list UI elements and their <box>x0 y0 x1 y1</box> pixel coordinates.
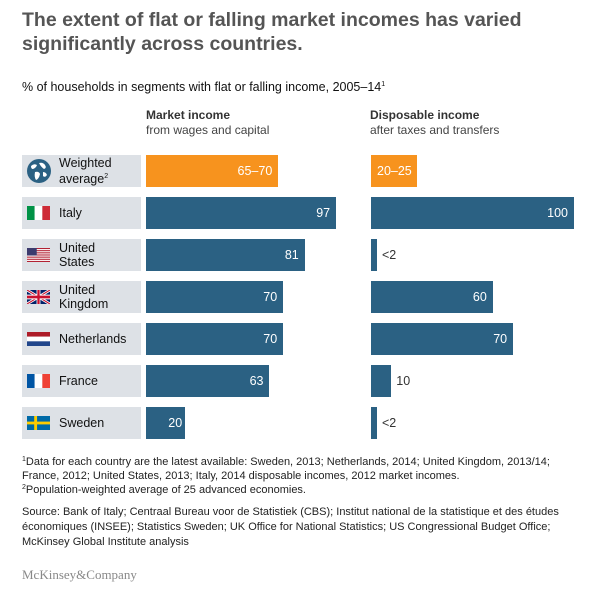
data-label: 70 <box>493 332 508 346</box>
country-name-line1: Weighted <box>59 156 112 170</box>
company-logo: McKinsey&Company <box>22 567 137 582</box>
market-income-bar: 81 <box>146 239 305 271</box>
data-label: 100 <box>547 206 568 220</box>
data-label: 97 <box>316 206 331 220</box>
chart-row: Sweden 20 <2 <box>22 407 582 439</box>
data-label: 70 <box>263 290 278 304</box>
country-label-box: Weighted average2 <box>22 155 141 187</box>
country-name-line1: France <box>59 374 98 388</box>
chart-title: The extent of flat or falling market inc… <box>22 9 522 55</box>
footnote-1: 1Data for each country are the latest av… <box>22 453 582 483</box>
country-label-box: United States <box>22 239 141 271</box>
data-label: 20–25 <box>377 164 412 178</box>
market-income-bar: 65–70 <box>146 155 279 187</box>
country-name: Sweden <box>59 407 104 439</box>
country-name-line1: Sweden <box>59 416 105 430</box>
data-label: 81 <box>284 248 299 262</box>
country-label-box: United Kingdom <box>22 281 141 313</box>
disposable-income-bar <box>371 407 377 439</box>
footnote-2: 2Population-weighted average of 25 advan… <box>22 481 582 497</box>
data-label: 65–70 <box>237 164 273 178</box>
market-income-title: Market income <box>146 108 231 122</box>
country-name: Netherlands <box>59 323 126 355</box>
market-income-bar: 97 <box>146 197 337 229</box>
chart-row: Netherlands 70 70 <box>22 323 582 355</box>
country-label-box: Italy <box>22 197 141 229</box>
disposable-income-bar: 20–25 <box>371 155 417 187</box>
market-income-subtitle: from wages and capital <box>146 123 270 137</box>
country-name: France <box>59 365 98 397</box>
disposable-income-bar <box>371 365 392 397</box>
country-label-box: Netherlands <box>22 323 141 355</box>
chart-row: France 63 10 <box>22 365 582 397</box>
source-note: Source: Bank of Italy; Centraal Bureau v… <box>22 506 559 548</box>
disposable-income-bar: 60 <box>371 281 493 313</box>
country-name-line1: United <box>59 241 96 255</box>
chart-row: Weighted average2 65–70 20–25 <box>22 155 582 187</box>
footnote-1-text: Data for each country are the latest ava… <box>22 456 550 482</box>
country-label-box: France <box>22 365 141 397</box>
disposable-income-subtitle: after taxes and transfers <box>370 123 500 137</box>
data-label: <2 <box>382 416 397 430</box>
footnote-2-mark: 2 <box>22 484 26 491</box>
data-label: 60 <box>472 290 487 304</box>
chart-row: Italy 97 100 <box>22 197 582 229</box>
market-income-bar: 63 <box>146 365 270 397</box>
country-name-line2: States <box>59 255 95 269</box>
market-income-bar: 70 <box>146 323 284 355</box>
country-name-line1: Netherlands <box>59 332 127 346</box>
country-label-box: Sweden <box>22 407 141 439</box>
country-name: Italy <box>59 197 82 229</box>
country-name: United States <box>59 239 95 271</box>
country-name-line2: average <box>59 172 105 186</box>
subtitle-footnote-mark: 1 <box>381 81 386 88</box>
country-name: Weighted average2 <box>59 155 112 187</box>
disposable-income-bar: 100 <box>371 197 574 229</box>
disposable-income-title: Disposable income <box>370 108 480 122</box>
disposable-income-bar: 70 <box>371 323 514 355</box>
footnote-1-mark: 1 <box>22 456 26 463</box>
market-income-header: Market income from wages and capital <box>146 108 269 138</box>
subtitle-text: % of households in segments with flat or… <box>22 80 382 94</box>
market-income-bar: 20 <box>146 407 186 439</box>
data-label: <2 <box>382 248 397 262</box>
data-label: 20 <box>168 416 183 430</box>
chart-row: United Kingdom 70 60 <box>22 281 582 313</box>
disposable-income-header: Disposable income after taxes and transf… <box>370 108 499 138</box>
data-label: 10 <box>396 374 411 388</box>
country-name-line1: Italy <box>59 206 82 220</box>
data-label: 63 <box>249 374 264 388</box>
country-name-line1: United <box>59 283 96 297</box>
country-name-line2: Kingdom <box>59 297 109 311</box>
chart-subtitle: % of households in segments with flat or… <box>22 80 385 94</box>
market-income-bar: 70 <box>146 281 284 313</box>
footnote-2-text: Population-weighted average of 25 advanc… <box>25 484 306 496</box>
chart-row: United States 81 <2 <box>22 239 582 271</box>
footnote-mark: 2 <box>104 173 109 180</box>
disposable-income-bar <box>371 239 377 271</box>
country-name: United Kingdom <box>59 281 108 313</box>
data-label: 70 <box>263 332 278 346</box>
